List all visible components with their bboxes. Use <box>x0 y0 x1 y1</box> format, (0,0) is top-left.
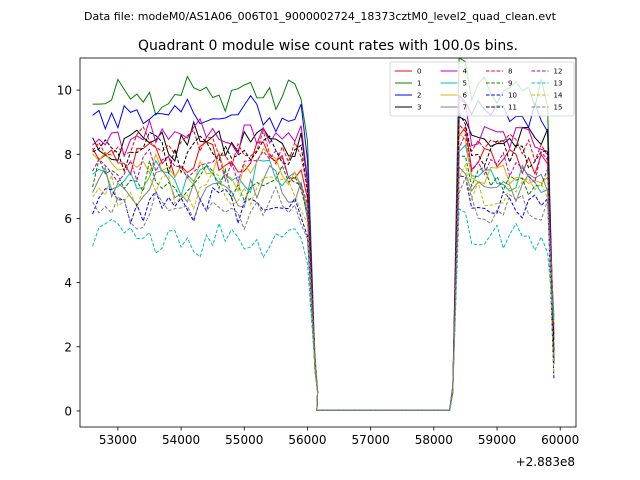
legend-label-14: 14 <box>554 92 563 100</box>
x-tick-label-7: 60000 <box>541 433 579 447</box>
x-tick-label-0: 53000 <box>99 433 137 447</box>
x-tick-label-4: 57000 <box>352 433 390 447</box>
legend-label-4: 4 <box>463 68 468 76</box>
x-tick-label-6: 59000 <box>478 433 516 447</box>
legend-label-7: 7 <box>463 104 467 112</box>
y-tick-label-4: 8 <box>64 148 72 162</box>
x-tick-label-1: 54000 <box>162 433 200 447</box>
legend-label-11: 11 <box>508 104 517 112</box>
legend-label-9: 9 <box>508 80 512 88</box>
plot-area: 53000 54000 55000 56000 57000 58000 59000 60000… <box>57 57 579 447</box>
y-tick-label-3: 6 <box>64 212 72 226</box>
legend-label-3: 3 <box>417 104 421 112</box>
series-line-12 <box>92 132 555 411</box>
legend-label-8: 8 <box>508 68 512 76</box>
legend-label-2: 2 <box>417 92 421 100</box>
x-tick-label-5: 58000 <box>415 433 453 447</box>
series-line-7 <box>92 164 555 411</box>
chart-title: Quadrant 0 module wise count rates with … <box>138 38 518 54</box>
x-tick-label-2: 55000 <box>225 433 263 447</box>
y-tick-label-1: 2 <box>64 340 72 354</box>
legend-label-5: 5 <box>463 80 467 88</box>
legend-box <box>389 61 575 117</box>
series-line-14 <box>92 163 555 411</box>
axes-frame <box>79 57 577 428</box>
y-tick-label-0: 0 <box>64 404 72 418</box>
legend-label-12: 12 <box>554 68 563 76</box>
series-line-5 <box>92 144 555 411</box>
series-line-13 <box>92 208 555 411</box>
y-tick-label-2: 4 <box>64 276 72 290</box>
series-line-4 <box>92 98 555 411</box>
legend-label-13: 13 <box>554 80 563 88</box>
series-lines <box>92 58 555 411</box>
x-tick-label-3: 56000 <box>288 433 326 447</box>
legend-label-1: 1 <box>417 80 421 88</box>
x-axis-offset-label: +2.883e8 <box>516 455 575 469</box>
chart-suptitle: Data file: modeM0/AS1A06_006T01_90000027… <box>84 10 557 23</box>
series-line-11 <box>92 111 555 411</box>
y-tick-label-5: 10 <box>57 84 72 98</box>
legend-label-6: 6 <box>463 92 468 100</box>
series-line-9 <box>92 155 555 411</box>
legend-label-10: 10 <box>508 92 517 100</box>
series-line-10 <box>92 175 555 411</box>
legend-label-15: 15 <box>554 104 563 112</box>
legend-label-0: 0 <box>417 68 421 76</box>
series-line-15 <box>92 176 555 411</box>
